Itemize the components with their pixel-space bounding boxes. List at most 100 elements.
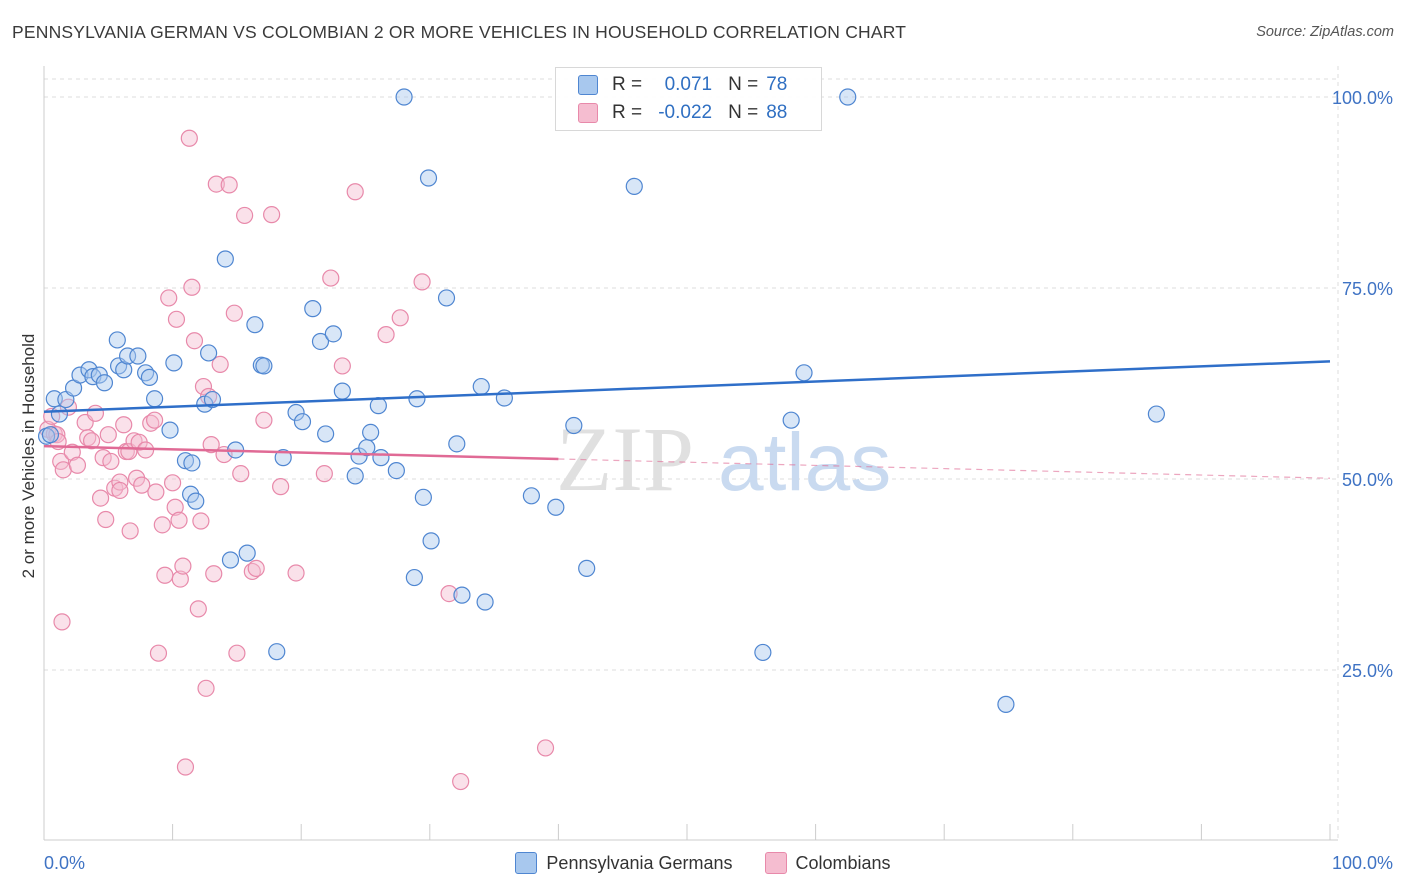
colombians-point — [133, 476, 151, 494]
colombians-point — [174, 557, 192, 575]
colombians-point — [166, 498, 184, 516]
pennsylvania-germans-point — [419, 169, 438, 187]
pennsylvania-germans-point — [625, 177, 643, 195]
colombians-point — [97, 510, 115, 529]
colombians-point — [176, 758, 195, 776]
pennsylvania-germans-point — [246, 316, 264, 334]
pennsylvania-germans-point — [422, 532, 440, 550]
y-tick-label: 25.0% — [1342, 661, 1393, 681]
series-label: Colombians — [795, 852, 891, 873]
colombians-point — [536, 739, 555, 757]
colombians-point — [207, 175, 225, 193]
pennsylvania-germans-point — [129, 347, 147, 365]
pennsylvania-germans-point — [522, 487, 540, 505]
colombians-point — [183, 278, 201, 296]
colombians-points — [39, 129, 555, 791]
colombians-point — [247, 559, 265, 577]
pennsylvania-germans-point — [324, 325, 342, 343]
trend-lines — [43, 360, 1331, 479]
pennsylvania-germans-point — [333, 382, 351, 400]
colombians-point — [170, 511, 188, 529]
pennsylvania-germans-point — [161, 421, 179, 439]
series-legend-colombians: Colombians — [764, 852, 891, 874]
colombians-point — [225, 304, 243, 322]
pennsylvania-germans-point — [165, 354, 183, 372]
watermark: ZIP atlas — [556, 408, 891, 510]
colombians-point — [153, 516, 171, 534]
colombians-point — [346, 183, 364, 201]
legend-row-pennsylvania-germans: R = 0.071 N = 78 — [578, 72, 787, 98]
legend-row-colombians: R = -0.022 N = 88 — [578, 100, 787, 126]
legend-n-label: N = — [728, 74, 759, 95]
axis-layer — [43, 66, 1338, 841]
colombians-point — [63, 443, 81, 461]
pennsylvania-germans-points — [37, 88, 1165, 713]
colombians-point — [185, 332, 204, 350]
colombians-point — [333, 357, 351, 375]
colombians-point — [53, 613, 71, 631]
colombians-point — [91, 489, 110, 507]
colombians-trend-line-extrapolated — [558, 458, 1331, 479]
pennsylvania-germans-point — [453, 586, 471, 604]
colombians-point — [192, 512, 210, 530]
pennsylvania-germans-point — [71, 366, 89, 384]
pennsylvania-germans-point — [95, 374, 114, 392]
colombians-point — [147, 483, 165, 501]
pennsylvania-germans-point — [346, 467, 364, 485]
colombians-point — [180, 129, 198, 147]
colombians-point — [171, 570, 189, 588]
pennsylvania-germans-point — [238, 544, 256, 562]
y-tick-label: 100.0% — [1332, 88, 1393, 108]
pennsylvania-germans-point — [187, 492, 205, 510]
pennsylvania-germans-point — [50, 405, 69, 423]
legend-n-label: N = — [728, 102, 759, 123]
legend-n-value: 88 — [766, 102, 788, 123]
pennsylvania-germans-point — [839, 88, 857, 106]
colombians-point — [232, 465, 250, 483]
colombians-point — [82, 432, 101, 450]
legend-n-value: 78 — [766, 74, 788, 95]
pennsylvania-germans-point — [754, 643, 772, 662]
colombians-point — [197, 679, 215, 697]
colombians-point — [68, 456, 87, 474]
colombians-point — [315, 465, 333, 483]
colombians-point — [202, 436, 220, 454]
x-tick-label-max: 100.0% — [1332, 853, 1393, 873]
y-tick-label: 50.0% — [1342, 470, 1393, 490]
pennsylvania-germans-point — [472, 377, 490, 396]
colombians-point — [228, 644, 246, 662]
pennsylvania-germans-point — [287, 403, 305, 422]
chart-source: Source: ZipAtlas.com — [1256, 24, 1394, 40]
legend-r-label: R = — [612, 102, 643, 123]
colombians-point — [220, 176, 238, 194]
pennsylvania-germans-point — [1147, 405, 1165, 423]
series-legend: Pennsylvania Germans Colombians — [0, 852, 1406, 874]
pennsylvania-germans-point — [997, 695, 1015, 713]
legend-r-value: 0.071 — [664, 74, 713, 95]
pennsylvania-germans-point — [476, 593, 494, 611]
colombians-point — [94, 449, 112, 467]
colombians-point — [263, 206, 281, 224]
pennsylvania-germans-point — [274, 449, 292, 467]
colombians-point — [287, 564, 305, 582]
watermark-atlas: atlas — [718, 417, 891, 508]
pennsylvania-germans-point — [183, 454, 201, 472]
pennsylvania-germans-point — [145, 390, 164, 408]
legend-swatch-pink — [578, 103, 598, 123]
pennsylvania-germans-point — [317, 425, 335, 443]
pennsylvania-germans-point — [372, 449, 390, 467]
colombians-point — [189, 600, 207, 618]
pennsylvania-germans-point — [293, 413, 312, 431]
watermark-zip: ZIP — [556, 408, 694, 510]
x-tick-label-min: 0.0% — [44, 853, 85, 873]
pennsylvania-germans-point — [41, 426, 60, 444]
series-label: Pennsylvania Germans — [546, 852, 733, 873]
colombians-point — [322, 269, 340, 287]
tick-labels: 25.0% 50.0% 75.0% 100.0% 0.0% 100.0% — [44, 88, 1393, 873]
colombians-point — [272, 478, 290, 496]
pennsylvania-germans-point — [268, 643, 286, 661]
colombians-point — [452, 772, 470, 791]
correlation-legend: R = 0.071 N = 78 R = -0.022 N = 88 — [555, 67, 822, 131]
grid-layer — [44, 66, 1339, 840]
